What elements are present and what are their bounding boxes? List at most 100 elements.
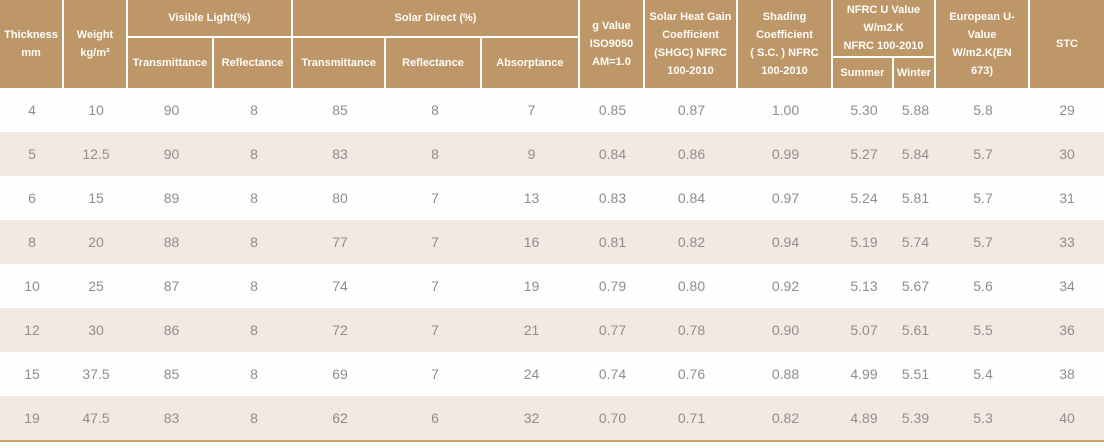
- table-cell: 8: [431, 146, 439, 162]
- table-cell: 89: [163, 190, 180, 206]
- table-cell: 0.87: [677, 102, 706, 118]
- visible-light-subheaders: Transmittance Reflectance: [128, 38, 291, 88]
- table-cell: 5.61: [901, 322, 930, 338]
- table-cell: 5.7: [973, 190, 993, 206]
- table-cell: 0.86: [677, 146, 706, 162]
- table-cell: 0.81: [598, 234, 627, 250]
- table-header: Thickness mm Weight kg/m² Visible Light(…: [0, 0, 1104, 88]
- table-cell: 0.76: [677, 366, 706, 382]
- table-cell: 12.5: [82, 146, 110, 162]
- table-cell: 8: [250, 410, 258, 426]
- table-row: 6 15 89 8 80 7 13 0.83 0.84 0.97 5.24 5.81 5.7 31: [0, 176, 1104, 220]
- table-cell: 83: [163, 410, 180, 426]
- table-cell: 1.00: [771, 102, 800, 118]
- col-header-thickness: Thickness mm: [0, 0, 64, 88]
- table-cell: 38: [1059, 366, 1075, 382]
- group-header-solar-direct: Solar Direct (%): [293, 0, 578, 38]
- col-group-nfrc-u-value: NFRC U Value W/m2.K NFRC 100-2010 Summer…: [833, 0, 936, 88]
- table-cell: 0.84: [677, 190, 706, 206]
- table-cell: 10: [24, 278, 40, 294]
- table-cell: 5.51: [901, 366, 930, 382]
- table-cell: 0.80: [677, 278, 706, 294]
- table-cell: 7: [431, 234, 439, 250]
- table-cell: 0.71: [677, 410, 706, 426]
- table-cell: 85: [163, 366, 180, 382]
- table-row: 19 47.5 83 8 62 6 32 0.70 0.71 0.82 4.89 5.39 5.3 40: [0, 396, 1104, 440]
- table-cell: 5.74: [901, 234, 930, 250]
- table-cell: 6: [28, 190, 36, 206]
- table-cell: 20: [88, 234, 104, 250]
- table-cell: 0.79: [598, 278, 627, 294]
- table-cell: 0.70: [598, 410, 627, 426]
- table-cell: 5.67: [901, 278, 930, 294]
- table-cell: 90: [163, 146, 180, 162]
- table-cell: 8: [250, 102, 258, 118]
- col-header-summer: Summer: [833, 58, 894, 88]
- col-group-visible-light: Visible Light(%) Transmittance Reflectan…: [128, 0, 293, 88]
- col-header-vl-transmittance: Transmittance: [128, 38, 214, 88]
- table-cell: 7: [431, 366, 439, 382]
- table-cell: 0.85: [598, 102, 627, 118]
- table-cell: 4.99: [850, 366, 878, 382]
- col-group-solar-direct: Solar Direct (%) Transmittance Reflectan…: [293, 0, 580, 88]
- table-row: 8 20 88 8 77 7 16 0.81 0.82 0.94 5.19 5.74 5.7 33: [0, 220, 1104, 264]
- table-cell: 19: [24, 410, 40, 426]
- table-row: 5 12.5 90 8 83 8 9 0.84 0.86 0.99 5.27 5.84 5.7 30: [0, 132, 1104, 176]
- table-cell: 88: [163, 234, 180, 250]
- table-cell: 0.74: [598, 366, 627, 382]
- table-cell: 24: [523, 366, 540, 382]
- table-cell: 13: [523, 190, 540, 206]
- table-cell: 0.90: [771, 322, 800, 338]
- table-row: 12 30 86 8 72 7 21 0.77 0.78 0.90 5.07 5.61 5.5 36: [0, 308, 1104, 352]
- col-header-sd-absorptance: Absorptance: [496, 56, 564, 69]
- table-row: 4 10 90 8 85 8 7 0.85 0.87 1.00 5.30 5.88 5.8 29: [0, 88, 1104, 132]
- table-row: 15 37.5 85 8 69 7 24 0.74 0.76 0.88 4.99 5.51 5.4 38: [0, 352, 1104, 396]
- table-cell: 34: [1059, 278, 1075, 294]
- table-cell: 5.81: [901, 190, 930, 206]
- table-cell: 80: [332, 190, 348, 206]
- table-cell: 5.7: [973, 146, 993, 162]
- col-header-shgc: Solar Heat Gain Coefficient (SHGC) NFRC …: [645, 0, 738, 88]
- table-cell: 0.88: [771, 366, 800, 382]
- table-cell: 0.77: [598, 322, 627, 338]
- table-cell: 25: [88, 278, 104, 294]
- table-cell: 36: [1059, 322, 1075, 338]
- table-cell: 32: [523, 410, 540, 426]
- table-cell: 4.89: [850, 410, 878, 426]
- table-cell: 0.83: [598, 190, 627, 206]
- table-cell: 12: [24, 322, 40, 338]
- table-cell: 7: [431, 322, 439, 338]
- table-cell: 8: [250, 278, 258, 294]
- col-header-stc: STC: [1056, 37, 1078, 50]
- col-header-vl-reflectance: Reflectance: [221, 56, 284, 69]
- table-cell: 5: [28, 146, 36, 162]
- table-cell: 86: [163, 322, 180, 338]
- bottom-margin: [0, 442, 1104, 448]
- table-cell: 6: [431, 410, 439, 426]
- table-cell: 87: [163, 278, 180, 294]
- table-cell: 0.92: [771, 278, 800, 294]
- table-cell: 5.19: [850, 234, 878, 250]
- table-cell: 8: [431, 102, 439, 118]
- table-cell: 47.5: [82, 410, 110, 426]
- table-cell: 0.94: [771, 234, 800, 250]
- table-cell: 5.39: [901, 410, 930, 426]
- table-cell: 85: [332, 102, 348, 118]
- table-cell: 7: [431, 190, 439, 206]
- table-cell: 8: [250, 146, 258, 162]
- table-bottom-border: [0, 440, 1104, 442]
- table-cell: 5.30: [850, 102, 878, 118]
- table-cell: 40: [1059, 410, 1075, 426]
- table-cell: 7: [527, 102, 536, 118]
- table-row: 10 25 87 8 74 7 19 0.79 0.80 0.92 5.13 5.67 5.6 34: [0, 264, 1104, 308]
- table-cell: 8: [250, 366, 258, 382]
- table-cell: 31: [1059, 190, 1075, 206]
- table-cell: 21: [523, 322, 540, 338]
- table-cell: 4: [28, 102, 36, 118]
- table-cell: 5.3: [973, 410, 993, 426]
- table-cell: 33: [1059, 234, 1075, 250]
- table-cell: 15: [88, 190, 104, 206]
- table-cell: 72: [332, 322, 348, 338]
- table-cell: 8: [250, 190, 258, 206]
